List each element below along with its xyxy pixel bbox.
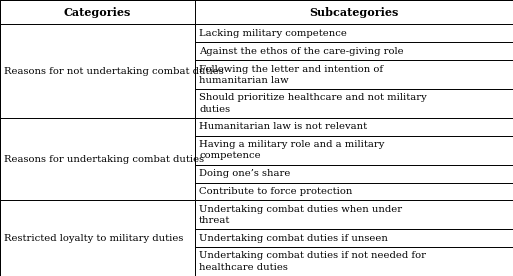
Bar (195, 42, 513, 60)
Text: Contribute to force protection: Contribute to force protection (199, 187, 352, 196)
Bar (0, 25, 195, 118)
Bar (0, 118, 195, 200)
Text: Humanitarian law is not relevant: Humanitarian law is not relevant (199, 122, 367, 131)
Text: Following the letter and intention of
humanitarian law: Following the letter and intention of hu… (199, 65, 383, 85)
Bar (195, 136, 513, 165)
Text: Undertaking combat duties if not needed for
healthcare duties: Undertaking combat duties if not needed … (199, 251, 426, 272)
Text: Categories: Categories (64, 7, 131, 18)
Text: Undertaking combat duties if unseen: Undertaking combat duties if unseen (199, 234, 388, 243)
Bar (195, 118, 513, 136)
Bar (0, 0, 513, 25)
Text: Undertaking combat duties when under
threat: Undertaking combat duties when under thr… (199, 205, 402, 225)
Bar (195, 165, 513, 182)
Bar (195, 182, 513, 200)
Text: Reasons for undertaking combat duties: Reasons for undertaking combat duties (4, 155, 204, 164)
Text: Doing one’s share: Doing one’s share (199, 169, 290, 178)
Bar (195, 200, 513, 229)
Text: Subcategories: Subcategories (309, 7, 399, 18)
Bar (195, 60, 513, 89)
Bar (195, 89, 513, 118)
Text: Lacking military competence: Lacking military competence (199, 29, 347, 38)
Bar (195, 25, 513, 42)
Text: Having a military role and a military
competence: Having a military role and a military co… (199, 140, 384, 160)
Text: Should prioritize healthcare and not military
duties: Should prioritize healthcare and not mil… (199, 94, 427, 113)
Bar (195, 229, 513, 247)
Text: Against the ethos of the care-giving role: Against the ethos of the care-giving rol… (199, 47, 404, 56)
Text: Restricted loyalty to military duties: Restricted loyalty to military duties (4, 234, 184, 243)
Bar (195, 247, 513, 276)
Bar (0, 200, 195, 276)
Text: Reasons for not undertaking combat duties: Reasons for not undertaking combat dutie… (4, 67, 224, 76)
